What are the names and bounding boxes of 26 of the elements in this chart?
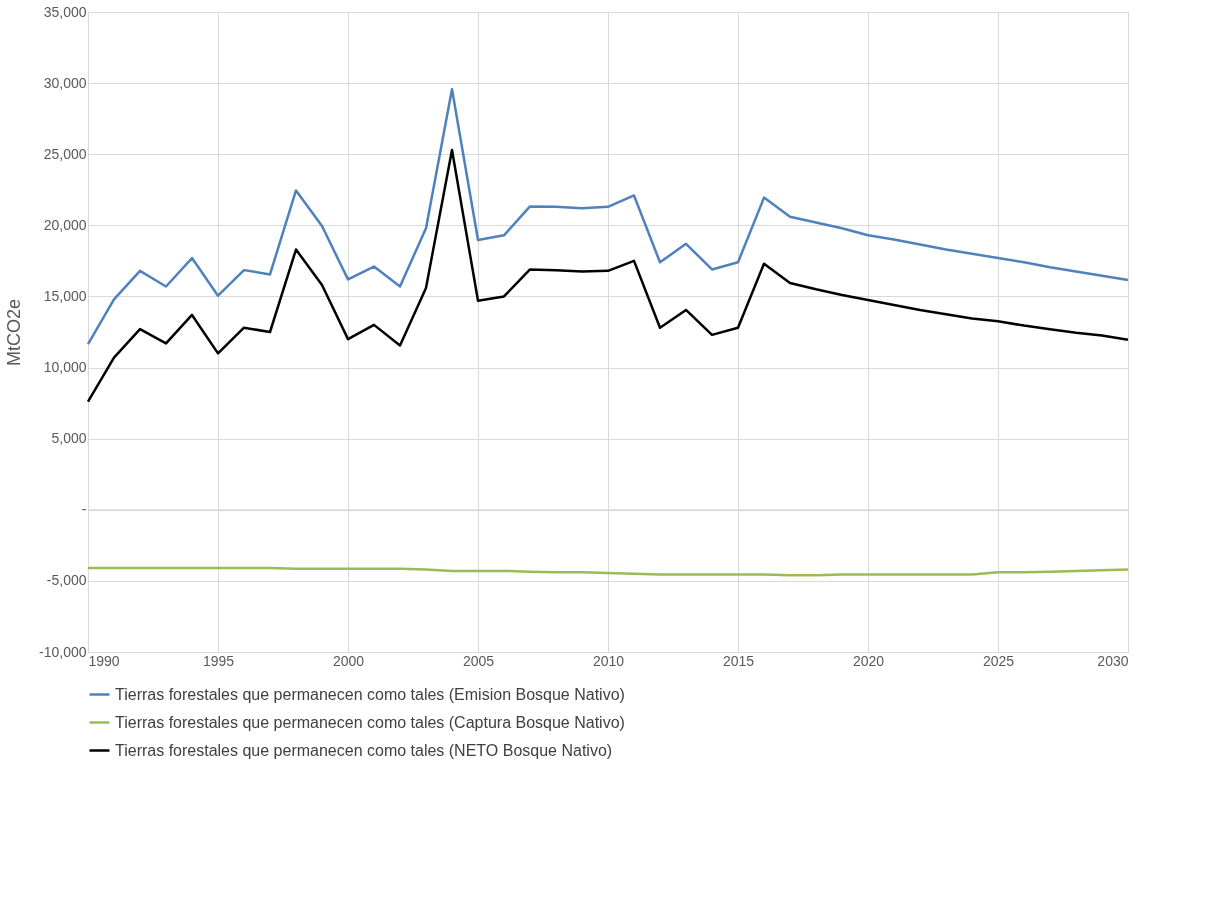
y-tick-label: 35,000 (43, 3, 87, 20)
y-axis-title: MtCO2e (4, 298, 25, 367)
y-tick-label: 5,000 (51, 430, 87, 447)
y-tick-label: 20,000 (43, 216, 87, 233)
x-tick-label: 2005 (462, 652, 495, 669)
x-tick-label: 2020 (852, 652, 885, 669)
legend-label: Tierras forestales que permanecen como tales (Captura Bosque Nativo) (115, 713, 625, 731)
legend-label: Tierras forestales que permanecen como tales (Emision Bosque Nativo) (115, 685, 625, 703)
x-tick-label: 2015 (722, 652, 755, 669)
line-series (86, 566, 1130, 577)
y-tick-label: 10,000 (43, 359, 87, 376)
y-tick-label: 25,000 (43, 145, 87, 162)
line-series (86, 148, 1130, 403)
y-tick-label: -5,000 (46, 572, 87, 589)
x-tick-label: 2025 (982, 652, 1015, 669)
line-series (86, 87, 1130, 346)
x-tick-label: 1995 (202, 652, 235, 669)
y-tick-label: - (81, 501, 87, 518)
legend-label: Tierras forestales que permanecen como tales (NETO Bosque Nativo) (115, 741, 613, 759)
y-tick-label: 30,000 (43, 74, 87, 91)
x-tick-label: 2030 (1097, 652, 1129, 669)
y-tick-label: -10,000 (39, 643, 87, 660)
x-tick-label: 1990 (88, 652, 120, 669)
x-tick-label: 2000 (332, 652, 365, 669)
x-tick-label: 2010 (592, 652, 625, 669)
y-tick-label: 15,000 (43, 287, 87, 304)
